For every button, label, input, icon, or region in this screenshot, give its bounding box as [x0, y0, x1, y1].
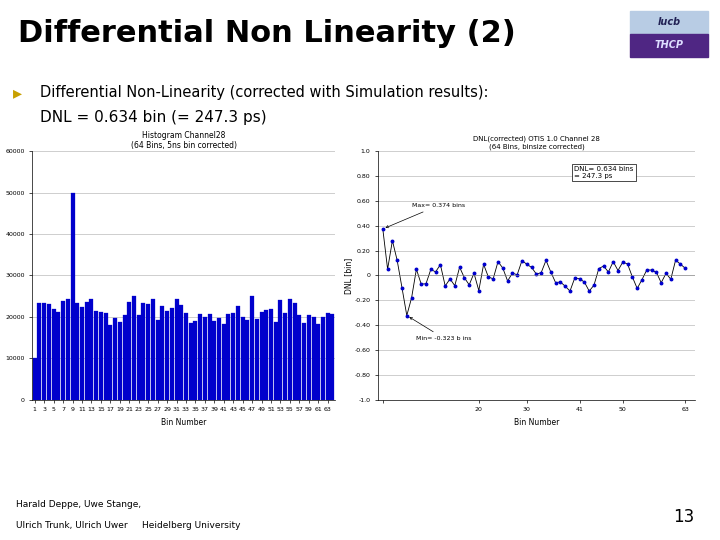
Bar — [288, 299, 292, 400]
Bar — [292, 303, 297, 400]
Bar — [174, 299, 179, 400]
Bar — [118, 322, 122, 400]
Bar — [76, 303, 79, 400]
Bar — [207, 314, 212, 400]
Text: DNL = 0.634 bin (= 247.3 ps): DNL = 0.634 bin (= 247.3 ps) — [40, 110, 266, 125]
Text: Min= -0.323 b ins: Min= -0.323 b ins — [410, 318, 472, 341]
Bar — [161, 306, 164, 400]
Text: DNL= 0.634 bins
= 247.3 ps: DNL= 0.634 bins = 247.3 ps — [575, 166, 634, 179]
Bar — [222, 325, 226, 400]
Bar — [279, 300, 282, 400]
Bar — [127, 302, 131, 400]
Text: Max= 0.374 bins: Max= 0.374 bins — [386, 203, 464, 228]
Bar — [307, 315, 311, 400]
Bar — [71, 193, 75, 400]
Text: Harald Deppe, Uwe Stange,: Harald Deppe, Uwe Stange, — [17, 500, 141, 509]
Bar — [321, 316, 325, 400]
Bar — [236, 306, 240, 400]
Bar — [61, 301, 65, 400]
Bar — [189, 323, 193, 400]
Bar — [194, 321, 197, 400]
Bar — [108, 325, 112, 400]
Bar — [85, 302, 89, 400]
Bar — [94, 311, 98, 400]
Text: 13: 13 — [673, 509, 695, 526]
Bar — [156, 320, 160, 400]
Bar — [231, 313, 235, 400]
Bar — [302, 322, 306, 400]
Bar — [212, 321, 216, 400]
Bar — [630, 11, 708, 33]
Bar — [32, 358, 37, 400]
Bar — [137, 315, 140, 400]
Bar — [325, 313, 330, 400]
Bar — [37, 303, 42, 400]
Bar — [312, 316, 315, 400]
X-axis label: Bin Number: Bin Number — [513, 418, 559, 427]
Bar — [122, 315, 127, 400]
Bar — [89, 299, 94, 400]
Bar — [99, 312, 103, 400]
Bar — [113, 318, 117, 400]
Bar — [283, 313, 287, 400]
Bar — [146, 304, 150, 400]
Bar — [240, 317, 245, 400]
Bar — [80, 307, 84, 400]
Text: THCP: THCP — [654, 40, 683, 50]
Bar — [42, 303, 46, 400]
Bar — [203, 316, 207, 400]
Bar — [47, 303, 51, 400]
Text: lucb: lucb — [657, 17, 680, 28]
Bar — [56, 312, 60, 400]
Bar — [151, 299, 155, 400]
Bar — [250, 296, 254, 400]
Bar — [165, 311, 169, 400]
Bar — [179, 305, 184, 400]
X-axis label: Bin Number: Bin Number — [161, 418, 207, 427]
Bar — [217, 318, 221, 400]
Text: Ulrich Trunk, Ulrich Uwer     Heidelberg University: Ulrich Trunk, Ulrich Uwer Heidelberg Uni… — [17, 521, 240, 530]
Text: Differential Non Linearity (2): Differential Non Linearity (2) — [18, 19, 516, 48]
Title: DNL(corrected) OTIS 1.0 Channel 28
(64 Bins, binsize corrected): DNL(corrected) OTIS 1.0 Channel 28 (64 B… — [473, 136, 600, 150]
Bar — [264, 310, 269, 400]
Bar — [141, 303, 145, 400]
Bar — [132, 296, 136, 400]
Bar — [52, 309, 55, 400]
Bar — [246, 320, 249, 400]
Bar — [184, 313, 188, 400]
Text: Differential Non-Linearity (corrected with Simulation results):: Differential Non-Linearity (corrected wi… — [40, 85, 488, 100]
Bar — [66, 299, 70, 400]
Bar — [255, 319, 259, 400]
Bar — [259, 312, 264, 400]
Bar — [269, 309, 273, 400]
Bar — [297, 315, 302, 400]
Text: ▸: ▸ — [13, 84, 22, 103]
Bar — [170, 308, 174, 400]
Bar — [198, 314, 202, 400]
Bar — [104, 313, 108, 400]
Bar — [630, 33, 708, 57]
Bar — [274, 322, 278, 400]
Title: Histogram Channel28
(64 Bins, 5ns bin corrected): Histogram Channel28 (64 Bins, 5ns bin co… — [130, 131, 237, 151]
Y-axis label: DNL [bin]: DNL [bin] — [344, 257, 353, 294]
Bar — [316, 324, 320, 400]
Bar — [227, 314, 230, 400]
Bar — [330, 314, 335, 400]
